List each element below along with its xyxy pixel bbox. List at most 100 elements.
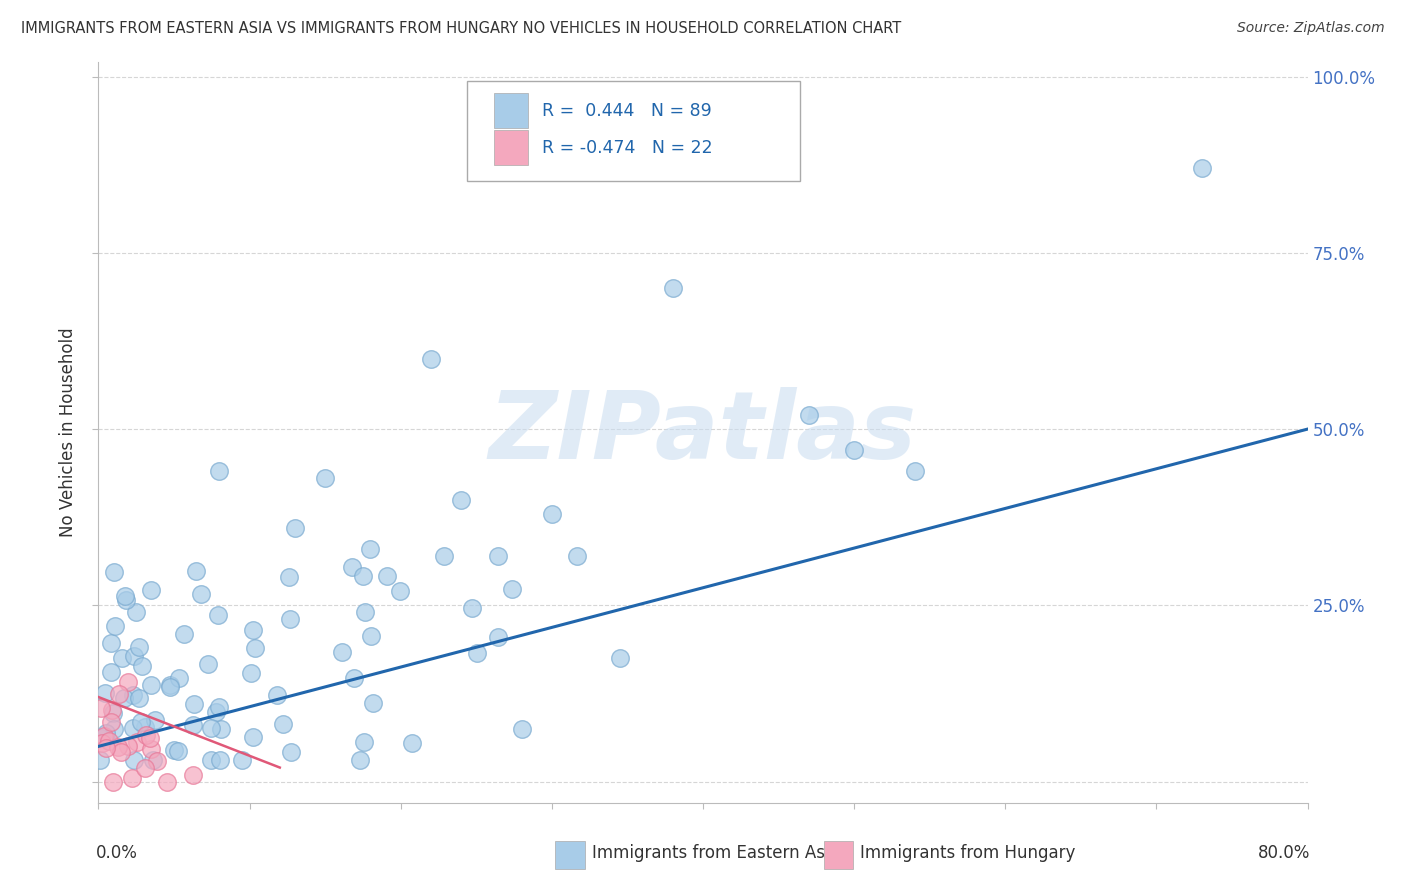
Point	[209, 723, 232, 737]
Point	[243, 640, 266, 655]
Text: 0.0%: 0.0%	[96, 844, 138, 862]
Point	[128, 690, 150, 705]
Point	[388, 583, 411, 598]
Point	[93, 729, 115, 743]
Point	[100, 703, 122, 717]
Point	[360, 629, 382, 643]
Y-axis label: No Vehicles in Household: No Vehicles in Household	[59, 327, 77, 538]
Point	[186, 564, 208, 578]
Bar	[494, 130, 527, 165]
Point	[124, 754, 146, 768]
Point	[129, 714, 152, 729]
Point	[121, 771, 143, 785]
Point	[197, 657, 219, 672]
Point	[112, 690, 135, 705]
Text: R =  0.444   N = 89: R = 0.444 N = 89	[543, 102, 711, 120]
Point	[360, 541, 382, 556]
Point	[108, 687, 131, 701]
Point	[284, 521, 307, 535]
Point	[135, 728, 157, 742]
Point	[205, 706, 228, 720]
Point	[844, 443, 866, 458]
Point	[242, 623, 264, 637]
Point	[156, 774, 179, 789]
Point	[100, 665, 122, 679]
Point	[104, 618, 127, 632]
Point	[107, 739, 129, 754]
Point	[314, 471, 336, 485]
Point	[280, 745, 302, 759]
Point	[797, 408, 820, 422]
Point	[103, 723, 125, 737]
Point	[183, 768, 205, 782]
Bar	[555, 841, 585, 870]
Text: IMMIGRANTS FROM EASTERN ASIA VS IMMIGRANTS FROM HUNGARY NO VEHICLES IN HOUSEHOLD: IMMIGRANTS FROM EASTERN ASIA VS IMMIGRAN…	[21, 21, 901, 36]
Point	[343, 671, 366, 685]
Point	[461, 600, 484, 615]
Point	[117, 739, 139, 754]
Point	[190, 587, 212, 601]
Point	[90, 701, 112, 715]
Point	[271, 716, 294, 731]
Point	[567, 549, 589, 563]
Point	[609, 651, 631, 665]
Point	[127, 734, 149, 748]
Point	[450, 492, 472, 507]
Point	[90, 736, 112, 750]
Point	[208, 754, 231, 768]
Point	[115, 593, 138, 607]
Point	[242, 731, 264, 745]
Point	[353, 605, 375, 619]
Point	[146, 754, 169, 768]
Point	[330, 645, 353, 659]
Point	[94, 726, 117, 740]
Point	[134, 720, 156, 734]
Point	[207, 608, 229, 623]
Point	[486, 549, 509, 563]
Point	[420, 351, 443, 366]
Point	[375, 568, 398, 582]
Point	[173, 627, 195, 641]
Point	[124, 649, 146, 664]
Point	[122, 689, 145, 703]
Point	[163, 743, 186, 757]
Point	[208, 464, 231, 478]
Bar	[824, 841, 853, 870]
Point	[128, 640, 150, 655]
Point	[143, 714, 166, 728]
Point	[94, 686, 117, 700]
Point	[125, 605, 148, 619]
Text: Immigrants from Eastern Asia: Immigrants from Eastern Asia	[592, 844, 839, 863]
Point	[277, 570, 299, 584]
Point	[139, 731, 162, 745]
Point	[167, 744, 190, 758]
Point	[231, 754, 253, 768]
Point	[90, 731, 112, 745]
Point	[142, 754, 165, 768]
Point	[501, 582, 523, 597]
Point	[183, 697, 205, 711]
Point	[103, 565, 125, 579]
Point	[401, 736, 423, 750]
Point	[540, 507, 562, 521]
Text: 80.0%: 80.0%	[1257, 844, 1310, 862]
Point	[278, 612, 301, 626]
Point	[181, 718, 204, 732]
Point	[139, 678, 162, 692]
Point	[465, 646, 488, 660]
Point	[240, 666, 263, 681]
Point	[117, 675, 139, 690]
Point	[510, 722, 533, 736]
Point	[167, 671, 190, 685]
Point	[904, 464, 927, 478]
Point	[103, 706, 125, 720]
Point	[200, 754, 222, 768]
Point	[111, 651, 134, 665]
Point	[94, 740, 117, 755]
Point	[349, 754, 371, 768]
Point	[131, 659, 153, 673]
Point	[114, 589, 136, 603]
Point	[141, 742, 163, 756]
Text: ZIPatlas: ZIPatlas	[489, 386, 917, 479]
Point	[121, 721, 143, 735]
